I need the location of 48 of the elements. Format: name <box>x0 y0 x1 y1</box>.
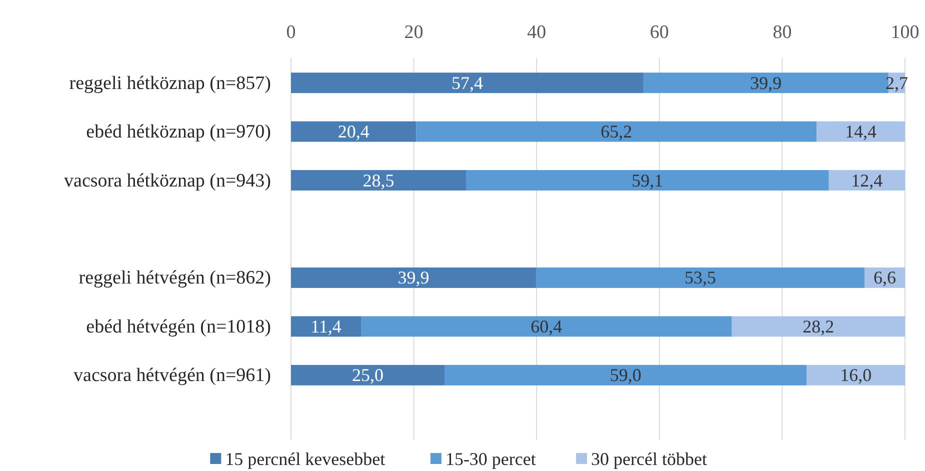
y-tick-label: reggeli hétköznap (n=857) <box>69 72 271 94</box>
bar <box>828 170 905 191</box>
data-label: 28,5 <box>362 170 394 190</box>
legend-label: 15-30 percet <box>445 449 536 469</box>
bar <box>444 364 807 386</box>
legend-label: 30 percél többet <box>591 449 708 469</box>
data-label: 11,4 <box>310 316 342 336</box>
x-tick-label: 20 <box>404 22 424 43</box>
y-tick-label: ebéd hétvégén (n=1018) <box>86 316 271 338</box>
bar <box>806 364 905 386</box>
bar <box>360 316 732 337</box>
x-tick-label: 60 <box>650 22 669 43</box>
data-label: 59,0 <box>610 365 642 386</box>
data-label: 39,9 <box>398 268 430 288</box>
legend-label: 15 percnél kevesebbet <box>225 449 386 469</box>
bar <box>466 170 829 191</box>
data-label: 6,6 <box>873 268 896 288</box>
data-label: 2,7 <box>885 72 908 93</box>
y-tick-label: reggeli hétvégén (n=862) <box>78 268 271 289</box>
x-tick-label: 100 <box>890 22 920 43</box>
bar <box>816 121 905 142</box>
bar <box>291 267 536 288</box>
bar <box>291 316 361 337</box>
bar <box>291 170 466 191</box>
x-tick-label: 0 <box>286 22 296 43</box>
y-tick-label: vacsora hétköznap (n=943) <box>64 170 271 192</box>
data-label: 60,4 <box>530 316 562 336</box>
data-label: 20,4 <box>338 122 370 142</box>
bar <box>732 316 905 337</box>
bar <box>291 72 644 94</box>
data-label: 65,2 <box>600 122 632 142</box>
x-tick-label: 40 <box>527 22 546 43</box>
x-tick-label: 80 <box>772 22 792 43</box>
y-tick-label: ebéd hétköznap (n=970) <box>86 122 271 143</box>
data-label: 53,5 <box>684 268 716 288</box>
bar <box>536 267 864 288</box>
data-label: 28,2 <box>802 316 834 336</box>
data-label: 57,4 <box>451 72 483 93</box>
bar <box>291 121 416 142</box>
bar <box>291 364 444 386</box>
data-label: 16,0 <box>840 365 872 386</box>
data-label: 14,4 <box>845 122 877 142</box>
bar <box>416 121 817 142</box>
data-label: 39,9 <box>750 72 782 93</box>
data-label: 59,1 <box>632 170 664 190</box>
data-label: 12,4 <box>851 170 883 190</box>
y-tick-label: vacsora hétvégén (n=961) <box>74 365 271 386</box>
data-label: 25,0 <box>352 365 384 386</box>
